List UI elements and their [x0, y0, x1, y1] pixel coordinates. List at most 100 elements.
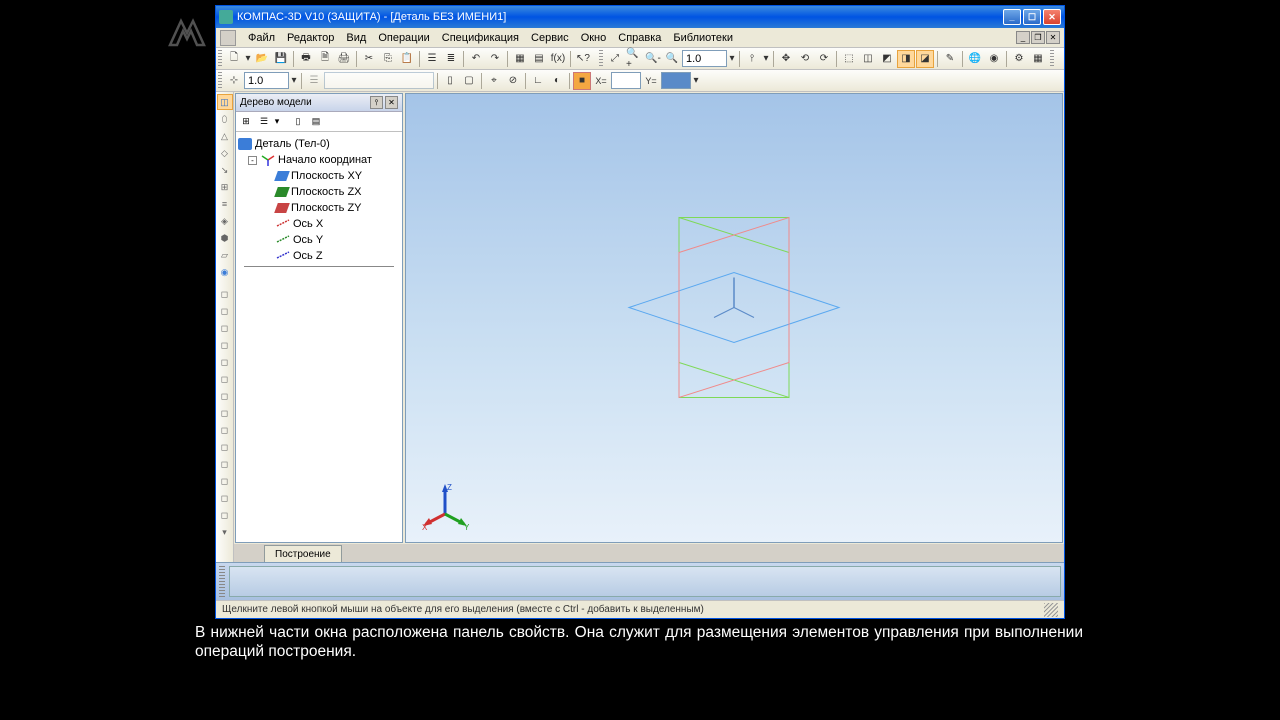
- undo-icon[interactable]: ↶: [467, 50, 485, 68]
- menu-window[interactable]: Окно: [575, 30, 613, 46]
- mdi-system-icon[interactable]: [220, 30, 236, 46]
- menu-edit[interactable]: Редактор: [281, 30, 340, 46]
- tool9-icon[interactable]: ▱: [217, 247, 233, 263]
- shaded-edges-icon[interactable]: ◨: [897, 50, 915, 68]
- x-coord-field[interactable]: [611, 72, 641, 89]
- tree-plane-zy[interactable]: Плоскость ZY: [238, 200, 400, 216]
- op13-icon[interactable]: ◻: [217, 490, 233, 506]
- op11-icon[interactable]: ◻: [217, 456, 233, 472]
- coord-icon[interactable]: ⊹: [225, 72, 243, 90]
- toolbar-grip[interactable]: [218, 72, 222, 90]
- toolbar-grip[interactable]: [218, 50, 222, 68]
- tree-mode2b-icon[interactable]: ▾: [274, 114, 280, 130]
- tree-axis-y[interactable]: Ось Y: [238, 232, 400, 248]
- orient-dropdown-icon[interactable]: ▾: [762, 50, 770, 68]
- pan-icon[interactable]: ✥: [777, 50, 795, 68]
- open-file-icon[interactable]: 📂: [253, 50, 271, 68]
- zoom-all-icon[interactable]: ⤢: [606, 50, 624, 68]
- hidden-icon[interactable]: ◫: [859, 50, 877, 68]
- save-icon[interactable]: 💾: [272, 50, 290, 68]
- op12-icon[interactable]: ◻: [217, 473, 233, 489]
- tool-icon[interactable]: ▦: [1029, 50, 1047, 68]
- zoom-combo[interactable]: [682, 50, 727, 67]
- zoom-dropdown-icon[interactable]: ▾: [728, 50, 736, 68]
- list-icon[interactable]: ≣: [442, 50, 460, 68]
- menu-view[interactable]: Вид: [340, 30, 372, 46]
- op9-icon[interactable]: ◻: [217, 422, 233, 438]
- coord-dropdown-icon[interactable]: ▾: [692, 72, 700, 90]
- tree-pin-icon[interactable]: ⫯: [370, 96, 383, 109]
- resize-grip[interactable]: [1044, 603, 1058, 617]
- state-field1[interactable]: [324, 72, 434, 89]
- fx-icon[interactable]: f(x): [549, 50, 567, 68]
- snap-icon[interactable]: ⌖: [485, 72, 503, 90]
- op6-icon[interactable]: ◻: [217, 371, 233, 387]
- wireframe-icon[interactable]: ⬚: [840, 50, 858, 68]
- material-icon[interactable]: ◉: [985, 50, 1003, 68]
- close-button[interactable]: ✕: [1043, 9, 1061, 25]
- op3-icon[interactable]: ◻: [217, 320, 233, 336]
- sketch-icon[interactable]: ▢: [460, 72, 478, 90]
- refresh-icon[interactable]: ⟳: [815, 50, 833, 68]
- tree-axis-z[interactable]: Ось Z: [238, 248, 400, 264]
- edit-mode-icon[interactable]: ◫: [217, 94, 233, 110]
- tree-mode1-icon[interactable]: ⊞: [238, 114, 254, 130]
- snap2-icon[interactable]: ⊘: [504, 72, 522, 90]
- layer-icon[interactable]: ▯: [441, 72, 459, 90]
- tree-mode4-icon[interactable]: ▤: [308, 114, 324, 130]
- tool7-icon[interactable]: ◈: [217, 213, 233, 229]
- op5-icon[interactable]: ◻: [217, 354, 233, 370]
- minimize-button[interactable]: _: [1003, 9, 1021, 25]
- shaded-icon[interactable]: ◩: [878, 50, 896, 68]
- tool1-icon[interactable]: ⬯: [217, 111, 233, 127]
- y-coord-field[interactable]: [661, 72, 691, 89]
- op15-icon[interactable]: ▾: [217, 524, 233, 540]
- menu-service[interactable]: Сервис: [525, 30, 575, 46]
- paste-icon[interactable]: 📋: [398, 50, 416, 68]
- simplify-icon[interactable]: ✎: [941, 50, 959, 68]
- ortho-icon[interactable]: ∟: [529, 72, 547, 90]
- tool3-icon[interactable]: ◇: [217, 145, 233, 161]
- menu-spec[interactable]: Спецификация: [436, 30, 525, 46]
- copy-icon[interactable]: ⎘: [379, 50, 397, 68]
- tool6-icon[interactable]: ≡: [217, 196, 233, 212]
- collapse-icon[interactable]: -: [248, 156, 257, 165]
- tool5-icon[interactable]: ⊞: [217, 179, 233, 195]
- print2-icon[interactable]: 🖨: [335, 50, 353, 68]
- tree-plane-zx[interactable]: Плоскость ZX: [238, 184, 400, 200]
- zoom-window-icon[interactable]: 🔍: [663, 50, 681, 68]
- tool8-icon[interactable]: ⬢: [217, 230, 233, 246]
- tree-mode3-icon[interactable]: ▯: [290, 114, 306, 130]
- maximize-button[interactable]: ☐: [1023, 9, 1041, 25]
- rotate-icon[interactable]: ⟲: [796, 50, 814, 68]
- op1-icon[interactable]: ◻: [217, 286, 233, 302]
- mdi-restore-button[interactable]: ❐: [1031, 31, 1045, 44]
- orient-icon[interactable]: ⫯: [743, 50, 761, 68]
- tool4-icon[interactable]: ↘: [217, 162, 233, 178]
- op14-icon[interactable]: ◻: [217, 507, 233, 523]
- tool2-icon[interactable]: △: [217, 128, 233, 144]
- lib-icon[interactable]: 🌐: [966, 50, 984, 68]
- rebuild-icon[interactable]: ⚙: [1010, 50, 1028, 68]
- tree-plane-xy[interactable]: Плоскость XY: [238, 168, 400, 184]
- panel-grip[interactable]: [219, 566, 225, 597]
- state-icon[interactable]: ☰: [305, 72, 323, 90]
- op2-icon[interactable]: ◻: [217, 303, 233, 319]
- menu-libs[interactable]: Библиотеки: [667, 30, 739, 46]
- menu-operations[interactable]: Операции: [372, 30, 435, 46]
- preview-icon[interactable]: 🗎: [316, 50, 334, 68]
- 3d-viewport[interactable]: Z X Y: [405, 93, 1063, 543]
- mdi-close-button[interactable]: ✕: [1046, 31, 1060, 44]
- print-icon[interactable]: 🖶: [297, 50, 315, 68]
- perspective-icon[interactable]: ◪: [916, 50, 934, 68]
- tree-axis-x[interactable]: Ось X: [238, 216, 400, 232]
- toolbar-grip[interactable]: [599, 50, 603, 68]
- op7-icon[interactable]: ◻: [217, 388, 233, 404]
- redo-icon[interactable]: ↷: [486, 50, 504, 68]
- zoom-out-icon[interactable]: 🔍-: [644, 50, 662, 68]
- new-file-icon[interactable]: 🗋: [225, 50, 243, 68]
- tree-origin[interactable]: - Начало координат: [238, 152, 400, 168]
- op8-icon[interactable]: ◻: [217, 405, 233, 421]
- tree-mode2-icon[interactable]: ☰: [256, 114, 272, 130]
- menu-help[interactable]: Справка: [612, 30, 667, 46]
